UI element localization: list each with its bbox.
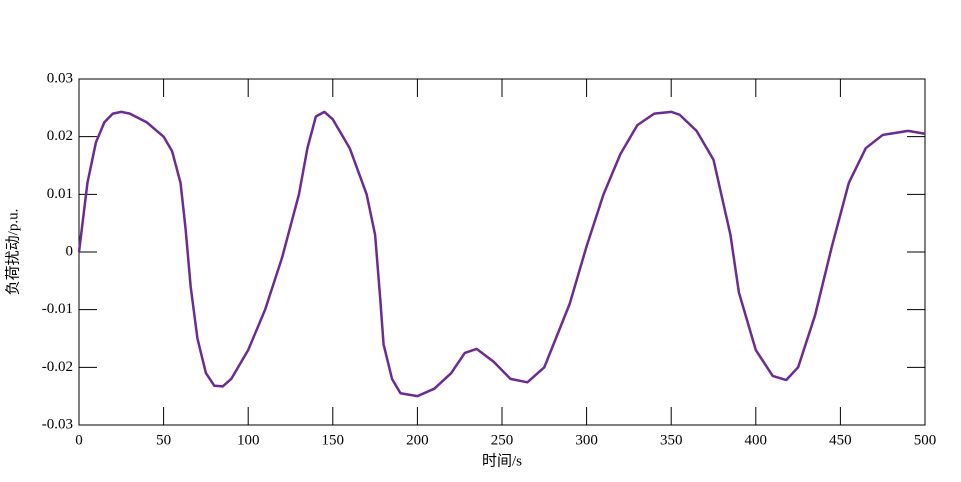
x-axis-label: 时间/s — [482, 452, 522, 469]
y-tick-label: -0.03 — [42, 416, 73, 432]
x-tick-label: 250 — [491, 432, 514, 448]
data-line — [77, 110, 926, 398]
x-tick-label: 150 — [322, 432, 345, 448]
x-tick-label: 500 — [914, 432, 937, 448]
x-tick-label: 300 — [575, 432, 598, 448]
x-tick-label: 0 — [75, 432, 83, 448]
y-tick-label: -0.02 — [42, 359, 73, 375]
y-tick-label: 0.02 — [47, 128, 73, 144]
x-tick-label: 200 — [406, 432, 429, 448]
y-axis-label: 负荷扰动/p.u. — [4, 209, 21, 296]
x-tick-label: 450 — [829, 432, 852, 448]
x-tick-label: 350 — [660, 432, 683, 448]
x-tick-label: 100 — [237, 432, 260, 448]
x-tick-label: 50 — [156, 432, 171, 448]
y-tick-label: -0.01 — [42, 301, 73, 317]
y-tick-label: 0.03 — [47, 70, 73, 86]
y-tick-label: 0.01 — [47, 186, 73, 202]
x-tick-label: 400 — [745, 432, 768, 448]
y-tick-label: 0 — [66, 243, 74, 259]
